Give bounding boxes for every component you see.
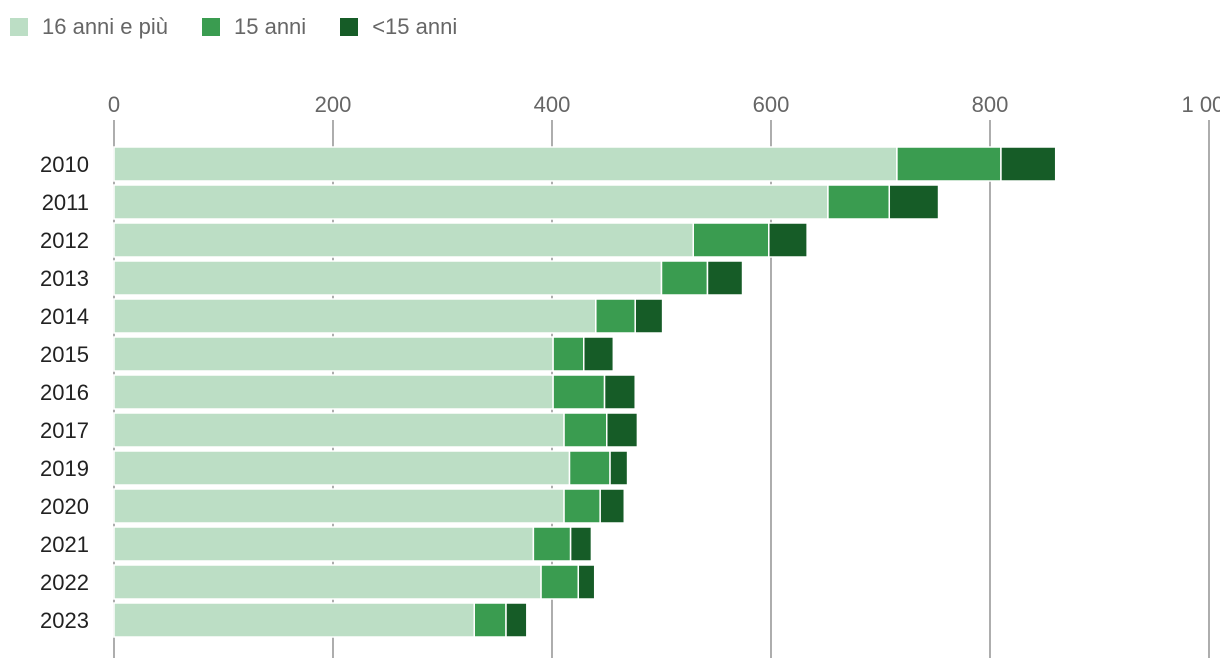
bar-segment: [583, 336, 615, 372]
bar-segment: [113, 602, 476, 638]
bar-segment: [552, 336, 585, 372]
legend-item: 16 anni e più: [10, 14, 168, 40]
bar-segment: [606, 412, 639, 448]
legend-swatch: [340, 18, 359, 36]
bar-segment: [660, 260, 709, 296]
bar-segment: [532, 526, 572, 562]
legend: 16 anni e più 15 anni <15 anni: [10, 12, 457, 42]
category-label: 2019: [40, 456, 89, 481]
legend-item: <15 anni: [340, 14, 457, 40]
bar-segment: [577, 564, 596, 600]
category-label: 2022: [40, 570, 89, 595]
category-label: 2021: [40, 532, 89, 557]
x-tick-label: 200: [315, 92, 352, 117]
bar-segment: [552, 374, 606, 410]
bar-segment: [595, 298, 636, 334]
category-label: 2017: [40, 418, 89, 443]
category-label: 2015: [40, 342, 89, 367]
bar-segment: [113, 450, 571, 486]
category-label: 2013: [40, 266, 89, 291]
bar-segment: [505, 602, 528, 638]
x-tick-label: 1 000: [1181, 92, 1220, 117]
bar-segment: [113, 564, 542, 600]
category-label: 2020: [40, 494, 89, 519]
bar-segment: [568, 450, 611, 486]
bar-segment: [540, 564, 580, 600]
bar-segment: [634, 298, 664, 334]
x-tick-label: 800: [972, 92, 1009, 117]
legend-label: <15 anni: [372, 14, 458, 39]
bar-segment: [473, 602, 507, 638]
bar-segment: [768, 222, 808, 258]
bar-segment: [599, 488, 626, 524]
category-label: 2010: [40, 152, 89, 177]
category-label: 2023: [40, 608, 89, 633]
bar-segment: [603, 374, 636, 410]
bar-segment: [609, 450, 629, 486]
bar-segment: [113, 412, 565, 448]
bar-segment: [113, 146, 898, 182]
legend-item: 15 anni: [202, 14, 306, 40]
bar-segment: [113, 222, 695, 258]
x-tick-label: 0: [108, 92, 120, 117]
category-label: 2011: [42, 190, 89, 215]
bar-segment: [896, 146, 1002, 182]
bar-segment: [888, 184, 940, 220]
x-tick-label: 400: [534, 92, 571, 117]
bar-segment: [827, 184, 891, 220]
legend-swatch: [202, 18, 220, 36]
legend-label: 16 anni e più: [42, 14, 168, 39]
bar-segment: [1000, 146, 1057, 182]
bar-segment: [113, 260, 663, 296]
bar-segment: [113, 184, 829, 220]
category-label: 2012: [40, 228, 89, 253]
bar-segment: [113, 488, 565, 524]
bar-segment: [113, 374, 554, 410]
bar-segment: [692, 222, 770, 258]
category-label: 2016: [40, 380, 89, 405]
bar-segment: [706, 260, 744, 296]
bar-segment: [113, 336, 554, 372]
legend-swatch: [10, 18, 28, 36]
legend-label: 15 anni: [234, 14, 307, 39]
x-tick-label: 600: [753, 92, 790, 117]
bar-segment: [563, 412, 608, 448]
bar-segment: [113, 298, 597, 334]
category-label: 2014: [40, 304, 89, 329]
bar-segment: [113, 526, 535, 562]
bar-segment: [563, 488, 601, 524]
bar-segment: [569, 526, 593, 562]
